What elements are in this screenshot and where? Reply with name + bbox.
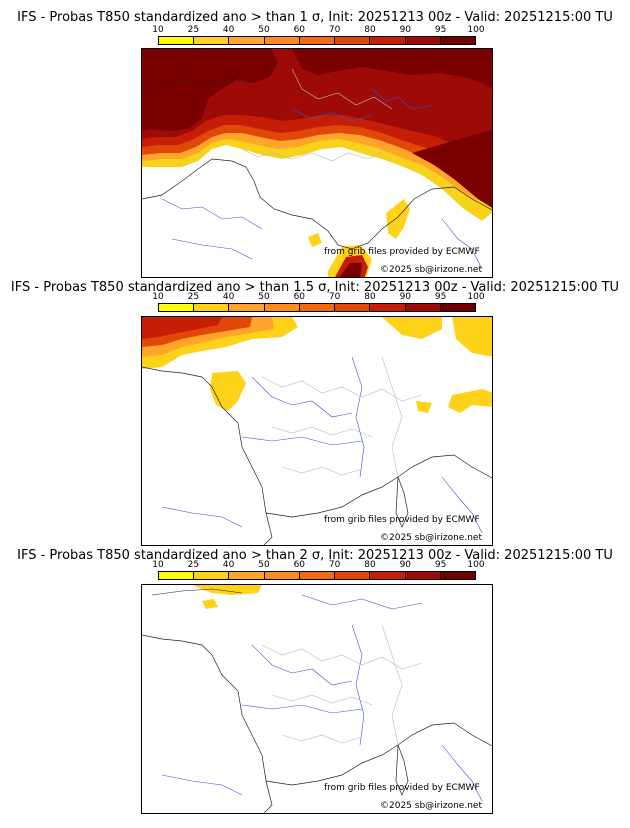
data-credit: from grib files provided by ECMWF (324, 783, 480, 793)
colorbar-swatch (264, 572, 300, 579)
colorbar-swatch (405, 304, 441, 311)
colorbar-label: 90 (399, 25, 412, 35)
colorbar-label: 95 (434, 25, 447, 35)
colorbar-swatch (229, 37, 265, 44)
colorbar-label: 80 (364, 25, 376, 35)
colorbar-label: 10 (152, 25, 164, 35)
colorbar-swatch (370, 572, 406, 579)
colorbar-label: 50 (258, 25, 270, 35)
colorbar-swatch (440, 304, 475, 311)
colorbar-label: 70 (328, 25, 341, 35)
colorbar-label: 40 (222, 560, 235, 570)
panel-3-colorbar: 10 25 40 50 60 70 80 90 95 100 (152, 560, 485, 580)
data-credit: from grib files provided by ECMWF (324, 247, 480, 257)
probability-map-2 (142, 317, 492, 545)
copyright: ©2025 sb@irizone.net (380, 801, 482, 811)
colorbar-label: 80 (364, 560, 376, 570)
colorbar-swatch (405, 572, 441, 579)
colorbar-swatch (264, 304, 300, 311)
colorbar-label: 90 (399, 560, 412, 570)
copyright: ©2025 sb@irizone.net (380, 533, 482, 543)
colorbar-swatch (264, 37, 300, 44)
colorbar-label: 25 (187, 25, 200, 35)
colorbar-label: 40 (222, 292, 235, 302)
colorbar-swatch (299, 37, 336, 44)
colorbar-label: 60 (293, 292, 306, 302)
colorbar-swatch (370, 304, 406, 311)
colorbar-swatch (370, 37, 406, 44)
colorbar-label: 25 (187, 292, 200, 302)
colorbar-label: 90 (399, 292, 412, 302)
colorbar-label: 25 (187, 560, 200, 570)
colorbar-label: 95 (434, 560, 447, 570)
panel-1-map: from grib files provided by ECMWF ©2025 … (141, 48, 493, 278)
probability-map-1 (142, 49, 492, 277)
colorbar-swatch (194, 304, 230, 311)
colorbar-label: 100 (467, 25, 485, 35)
colorbar-swatch (335, 572, 371, 579)
colorbar-label: 60 (293, 25, 306, 35)
colorbar-label: 95 (434, 292, 447, 302)
colorbar-strip (158, 303, 476, 312)
colorbar-label: 70 (328, 292, 341, 302)
colorbar-swatch (159, 304, 195, 311)
colorbar-label: 10 (152, 292, 164, 302)
colorbar-label: 70 (328, 560, 341, 570)
colorbar-labels: 10 25 40 50 60 70 80 90 95 100 (152, 25, 484, 36)
colorbar-swatch (299, 304, 336, 311)
colorbar-label: 10 (152, 560, 164, 570)
colorbar-swatch (194, 37, 230, 44)
data-credit: from grib files provided by ECMWF (324, 515, 480, 525)
panel-2-title: IFS - Probas T850 standardized ano > tha… (10, 280, 620, 295)
colorbar-swatch (335, 304, 371, 311)
colorbar-labels: 10 25 40 50 60 70 80 90 95 100 (152, 560, 484, 571)
colorbar-label: 100 (467, 560, 485, 570)
colorbar-swatch (440, 572, 475, 579)
probability-map-3 (142, 585, 492, 813)
colorbar-label: 100 (467, 292, 485, 302)
colorbar-label: 60 (293, 560, 306, 570)
colorbar-strip (158, 36, 476, 45)
colorbar-swatch (405, 37, 441, 44)
colorbar-swatch (299, 572, 336, 579)
colorbar-strip (158, 571, 476, 580)
colorbar-swatch (229, 572, 265, 579)
colorbar-swatch (159, 37, 195, 44)
colorbar-swatch (335, 37, 371, 44)
panel-2-colorbar: 10 25 40 50 60 70 80 90 95 100 (152, 292, 485, 312)
colorbar-swatch (194, 572, 230, 579)
panel-3-title: IFS - Probas T850 standardized ano > tha… (17, 548, 613, 563)
colorbar-label: 80 (364, 292, 376, 302)
colorbar-swatch (440, 37, 475, 44)
colorbar-label: 50 (258, 292, 270, 302)
panel-1-colorbar: 10 25 40 50 60 70 80 90 95 100 (152, 25, 485, 45)
panel-2-map: from grib files provided by ECMWF ©2025 … (141, 316, 493, 546)
colorbar-label: 40 (222, 25, 235, 35)
colorbar-label: 50 (258, 560, 270, 570)
panel-3-map: from grib files provided by ECMWF ©2025 … (141, 584, 493, 814)
colorbar-swatch (159, 572, 195, 579)
copyright: ©2025 sb@irizone.net (380, 265, 482, 275)
colorbar-labels: 10 25 40 50 60 70 80 90 95 100 (152, 292, 484, 303)
colorbar-swatch (229, 304, 265, 311)
panel-1-title: IFS - Probas T850 standardized ano > tha… (17, 10, 613, 25)
